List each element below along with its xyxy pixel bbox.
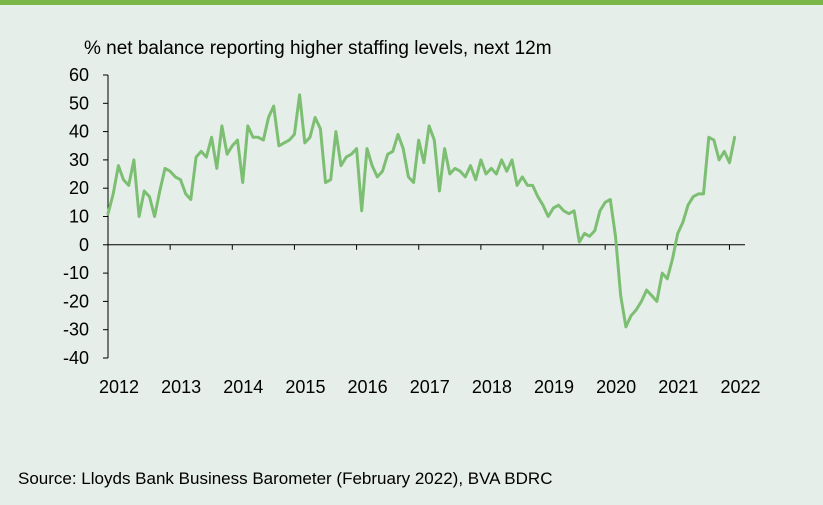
top-rule [0, 0, 823, 5]
x-tick-label: 2021 [658, 377, 698, 397]
x-tick-label: 2018 [472, 377, 512, 397]
y-tick-label: -40 [63, 348, 89, 368]
x-tick-label: 2022 [720, 377, 760, 397]
y-axis-labels: 60 50 40 30 20 10 0 -10 -20 -30 -40 [63, 65, 89, 368]
y-tick-label: 0 [79, 235, 89, 255]
x-tick-label: 2016 [348, 377, 388, 397]
y-tick-label: 30 [69, 150, 89, 170]
y-tick-label: -30 [63, 320, 89, 340]
y-tick-label: -10 [63, 263, 89, 283]
y-tick-label: 10 [69, 207, 89, 227]
x-tick-label: 2013 [161, 377, 201, 397]
y-tick-label: 40 [69, 122, 89, 142]
x-axis-labels: 2012 2013 2014 2015 2016 2017 2018 2019 2020 2021… [99, 377, 761, 397]
x-tick-label: 2014 [223, 377, 263, 397]
y-axis-ticks [103, 74, 108, 359]
x-tick-label: 2012 [99, 377, 139, 397]
x-tick-label: 2019 [534, 377, 574, 397]
x-tick-label: 2017 [410, 377, 450, 397]
y-tick-label: 50 [69, 93, 89, 113]
y-tick-label: 60 [69, 65, 89, 85]
series-line [106, 93, 737, 329]
x-axis-ticks [107, 244, 730, 250]
x-tick-label: 2015 [285, 377, 325, 397]
y-tick-label: 20 [69, 178, 89, 198]
chart-title: % net balance reporting higher staffing … [84, 38, 552, 59]
x-tick-label: 2020 [596, 377, 636, 397]
y-tick-label: -20 [63, 291, 89, 311]
source-note: Source: Lloyds Bank Business Barometer (… [18, 469, 553, 488]
